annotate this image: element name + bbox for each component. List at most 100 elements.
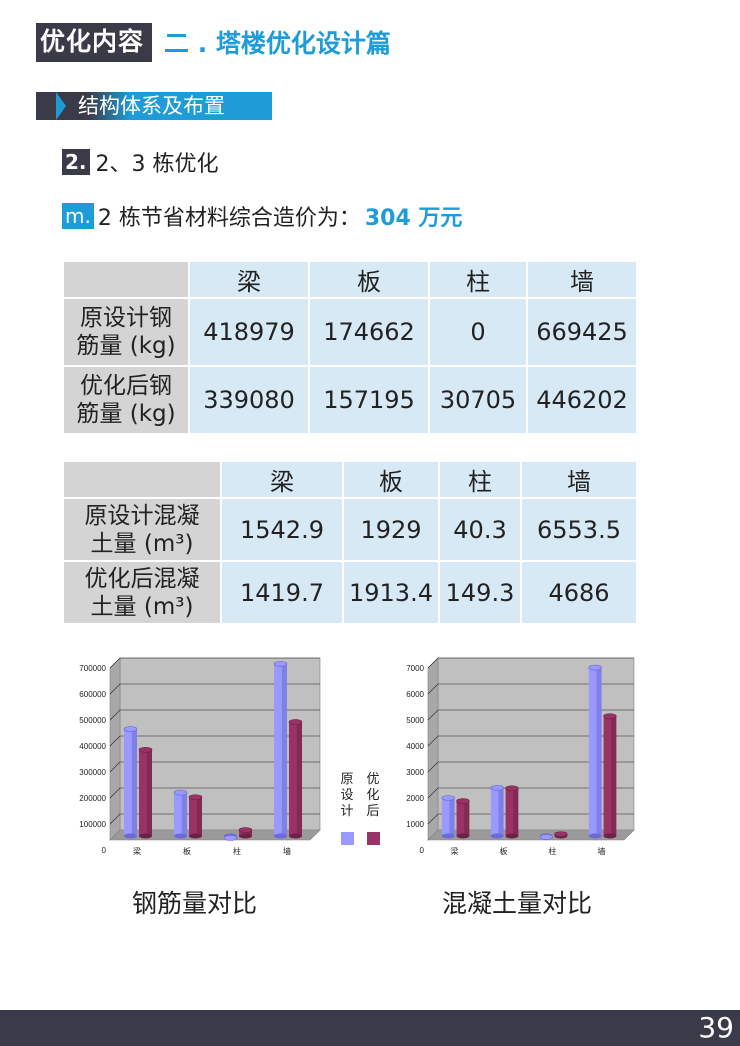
y-tick-label: 3000 xyxy=(406,768,424,777)
row-label-line: 优化后钢 xyxy=(80,373,172,399)
gridline xyxy=(427,813,634,825)
bar-cap xyxy=(505,785,519,792)
page-number: 39 xyxy=(698,1011,734,1044)
row-label-line: 优化后混凝 xyxy=(84,565,200,592)
bar xyxy=(223,833,238,841)
table-cell: 30705 xyxy=(428,365,528,435)
bar-cap xyxy=(539,834,553,840)
bar-shade xyxy=(596,667,602,836)
bar xyxy=(554,831,568,839)
y-tick-label: 600000 xyxy=(79,690,106,699)
table-cell: 4686 xyxy=(520,560,638,625)
y-tick-label: 500000 xyxy=(79,716,106,725)
table-header: 柱 xyxy=(438,460,522,499)
legend-char: 原 xyxy=(340,772,354,787)
row-label-line: 土量 (m³) xyxy=(90,530,194,557)
bar-cap xyxy=(173,789,188,796)
table-cell: 0 xyxy=(428,297,528,367)
table-header: 梁 xyxy=(220,460,344,499)
bar-base xyxy=(505,833,519,839)
y-tick-label: 6000 xyxy=(406,690,424,699)
gridline xyxy=(427,735,634,747)
bar xyxy=(273,661,288,839)
x-tick-label: 板 xyxy=(183,846,191,856)
legend-swatch-original xyxy=(341,832,354,845)
legend-char: 化 xyxy=(366,788,380,803)
bar xyxy=(188,794,203,839)
rebar-bar-chart: 0 100000 200000 300000 400000 500000 600000 700… xyxy=(79,657,321,856)
bar-cap xyxy=(588,664,602,671)
section-notch xyxy=(56,92,66,120)
bar-cap xyxy=(490,785,504,791)
x-tick-label: 板 xyxy=(500,846,508,856)
table-corner xyxy=(62,460,222,499)
bar xyxy=(539,833,553,840)
subheading-2-number: m. xyxy=(62,203,94,229)
bar xyxy=(238,827,253,839)
y-tick-label: 2000 xyxy=(406,794,424,803)
table-header: 墙 xyxy=(520,460,638,499)
bar-shade xyxy=(281,663,287,836)
rebar-table: 梁 板 柱 墙 原设计钢 筋量 (kg) 418979 174662 0 6694… xyxy=(62,260,638,435)
bar-cap xyxy=(223,835,238,841)
table-row: 优化后钢 筋量 (kg) 339080 157195 30705 446202 xyxy=(62,365,638,435)
bar-cap xyxy=(441,795,455,801)
x-tick-label: 墙 xyxy=(598,846,606,856)
bar-shade xyxy=(131,729,137,836)
bar-base xyxy=(441,833,455,839)
y-tick-label: 7000 xyxy=(406,664,424,673)
gridline xyxy=(427,787,634,799)
bar-base xyxy=(588,833,602,839)
subheading-1-number: 2. xyxy=(62,149,90,175)
gridline xyxy=(109,735,320,747)
bar xyxy=(441,795,455,839)
plot-floor xyxy=(109,829,321,841)
row-label-line: 原设计钢 xyxy=(80,305,172,331)
row-label-line: 筋量 (kg) xyxy=(76,401,176,427)
table-cell: 1542.9 xyxy=(220,497,344,562)
gridline xyxy=(109,761,320,773)
bar-base xyxy=(174,833,187,839)
legend-char: 计 xyxy=(340,804,354,819)
x-tick-label: 墙 xyxy=(283,846,291,856)
legend-char: 设 xyxy=(340,788,354,803)
bar xyxy=(173,789,188,839)
bar xyxy=(123,726,138,839)
bar xyxy=(603,713,617,839)
section-title: 结构体系及布置 xyxy=(78,94,225,118)
table-row: 原设计混凝 土量 (m³) 1542.9 1929 40.3 6553.5 xyxy=(62,497,638,562)
gridline xyxy=(109,787,320,799)
x-tick-label: 梁 xyxy=(133,847,141,856)
bar-shade xyxy=(513,788,519,836)
header-title: 二 . 塔楼优化设计篇 xyxy=(164,29,391,58)
table-cell: 174662 xyxy=(308,297,430,367)
section-bar xyxy=(36,92,272,120)
bar-base xyxy=(239,833,252,839)
bar-cap xyxy=(123,726,138,732)
y-tick-label: 100000 xyxy=(79,820,106,829)
legend-optimized-label: 优 化 后 xyxy=(366,772,380,820)
bar xyxy=(138,747,153,839)
table-cell: 40.3 xyxy=(438,497,522,562)
bar-base xyxy=(189,833,202,839)
bar-cap xyxy=(456,798,470,804)
table-header: 柱 xyxy=(428,260,528,299)
y-tick-label: 4000 xyxy=(406,742,424,751)
bar-cap xyxy=(238,827,253,833)
table-cell: 1419.7 xyxy=(220,560,344,625)
subheading-2: m. 2 栋节省材料综合造价为： 304 万元 xyxy=(62,200,462,232)
bar-shade xyxy=(181,792,187,836)
table-header-row: 梁 板 柱 墙 xyxy=(62,460,638,499)
table-cell: 1913.4 xyxy=(342,560,440,625)
bar-base xyxy=(289,833,302,839)
table-cell: 6553.5 xyxy=(520,497,638,562)
page-header: 优化内容 二 . 塔楼优化设计篇 xyxy=(36,22,391,62)
bar xyxy=(490,785,504,839)
y-tick-label: 1000 xyxy=(406,820,424,829)
table-cell: 1929 xyxy=(342,497,440,562)
row-label-line: 土量 (m³) xyxy=(90,593,194,620)
x-tick-label: 梁 xyxy=(451,847,459,856)
table-corner xyxy=(62,260,190,299)
bar-base xyxy=(139,833,152,839)
bar-cap xyxy=(603,713,617,719)
